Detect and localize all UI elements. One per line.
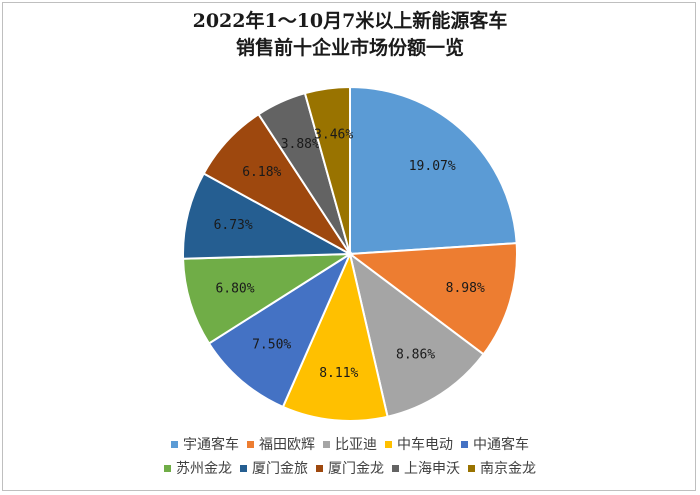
legend-item: 福田欧辉: [247, 434, 315, 454]
legend-item: 中车电动: [385, 434, 453, 454]
legend-label: 福田欧辉: [259, 437, 315, 453]
pie-slice-5: [207, 251, 353, 409]
slice-label-10: 3.46%: [314, 127, 353, 142]
legend-swatch: [461, 440, 468, 448]
legend-label: 厦门金旅: [252, 461, 308, 477]
pie-slice-3: [348, 251, 485, 418]
slice-label-2: 8.98%: [446, 281, 485, 296]
legend-item: 比亚迪: [323, 434, 377, 454]
slice-label-6: 6.80%: [215, 282, 254, 297]
chart-title-line-2: 销售前十企业市场份额一览: [235, 37, 464, 59]
pie-slice-1: [349, 85, 518, 256]
legend-item: 南京金龙: [468, 458, 536, 478]
legend-row-1: 宇通客车 福田欧辉 比亚迪 中车电动 中通客车: [0, 432, 700, 456]
chart-title: 2022年1～10月7米以上新能源客车 销售前十企业市场份额一览: [0, 8, 700, 62]
slice-label-5: 7.50%: [252, 338, 291, 353]
pie-slice-10: [303, 85, 351, 255]
legend-item: 宇通客车: [171, 434, 239, 454]
legend-item: 厦门金龙: [316, 458, 384, 478]
legend-item: 中通客车: [461, 434, 529, 454]
legend-label: 中通客车: [473, 437, 529, 453]
slice-label-3: 8.86%: [396, 347, 435, 362]
legend-label: 上海申沃: [404, 461, 460, 477]
legend-swatch: [247, 440, 254, 448]
pie-slice-7: [182, 172, 354, 260]
legend-swatch: [392, 464, 399, 472]
legend-label: 厦门金龙: [328, 461, 384, 477]
legend-swatch: [385, 440, 392, 448]
slice-label-1: 19.07%: [409, 159, 456, 174]
legend-item: 上海申沃: [392, 458, 460, 478]
legend-item: 苏州金龙: [164, 458, 232, 478]
legend-swatch: [164, 464, 171, 472]
slice-label-7: 6.73%: [214, 218, 253, 233]
pie-slice-4: [281, 250, 389, 422]
legend-label: 中车电动: [397, 437, 453, 453]
slice-label-8: 6.18%: [242, 165, 281, 180]
legend-swatch: [171, 440, 178, 448]
legend-swatch: [323, 440, 330, 448]
legend-item: 厦门金旅: [240, 458, 308, 478]
legend-label: 宇通客车: [183, 437, 239, 453]
chart-legend: 宇通客车 福田欧辉 比亚迪 中车电动 中通客车苏州金龙 厦门金旅 厦门金龙 上海申沃 南京金龙: [0, 432, 700, 480]
legend-label: 比亚迪: [335, 437, 377, 453]
pie-slice-2: [347, 242, 518, 356]
legend-label: 南京金龙: [480, 461, 536, 477]
legend-label: 苏州金龙: [176, 461, 232, 477]
slice-label-9: 3.88%: [281, 137, 320, 152]
pie-slice-6: [182, 252, 354, 345]
legend-swatch: [316, 464, 323, 472]
slice-label-4: 8.11%: [319, 366, 358, 381]
legend-swatch: [240, 464, 247, 472]
legend-swatch: [468, 464, 475, 472]
legend-row-2: 苏州金龙 厦门金旅 厦门金龙 上海申沃 南京金龙: [0, 456, 700, 480]
chart-title-line-1: 2022年1～10月7米以上新能源客车: [192, 10, 508, 32]
